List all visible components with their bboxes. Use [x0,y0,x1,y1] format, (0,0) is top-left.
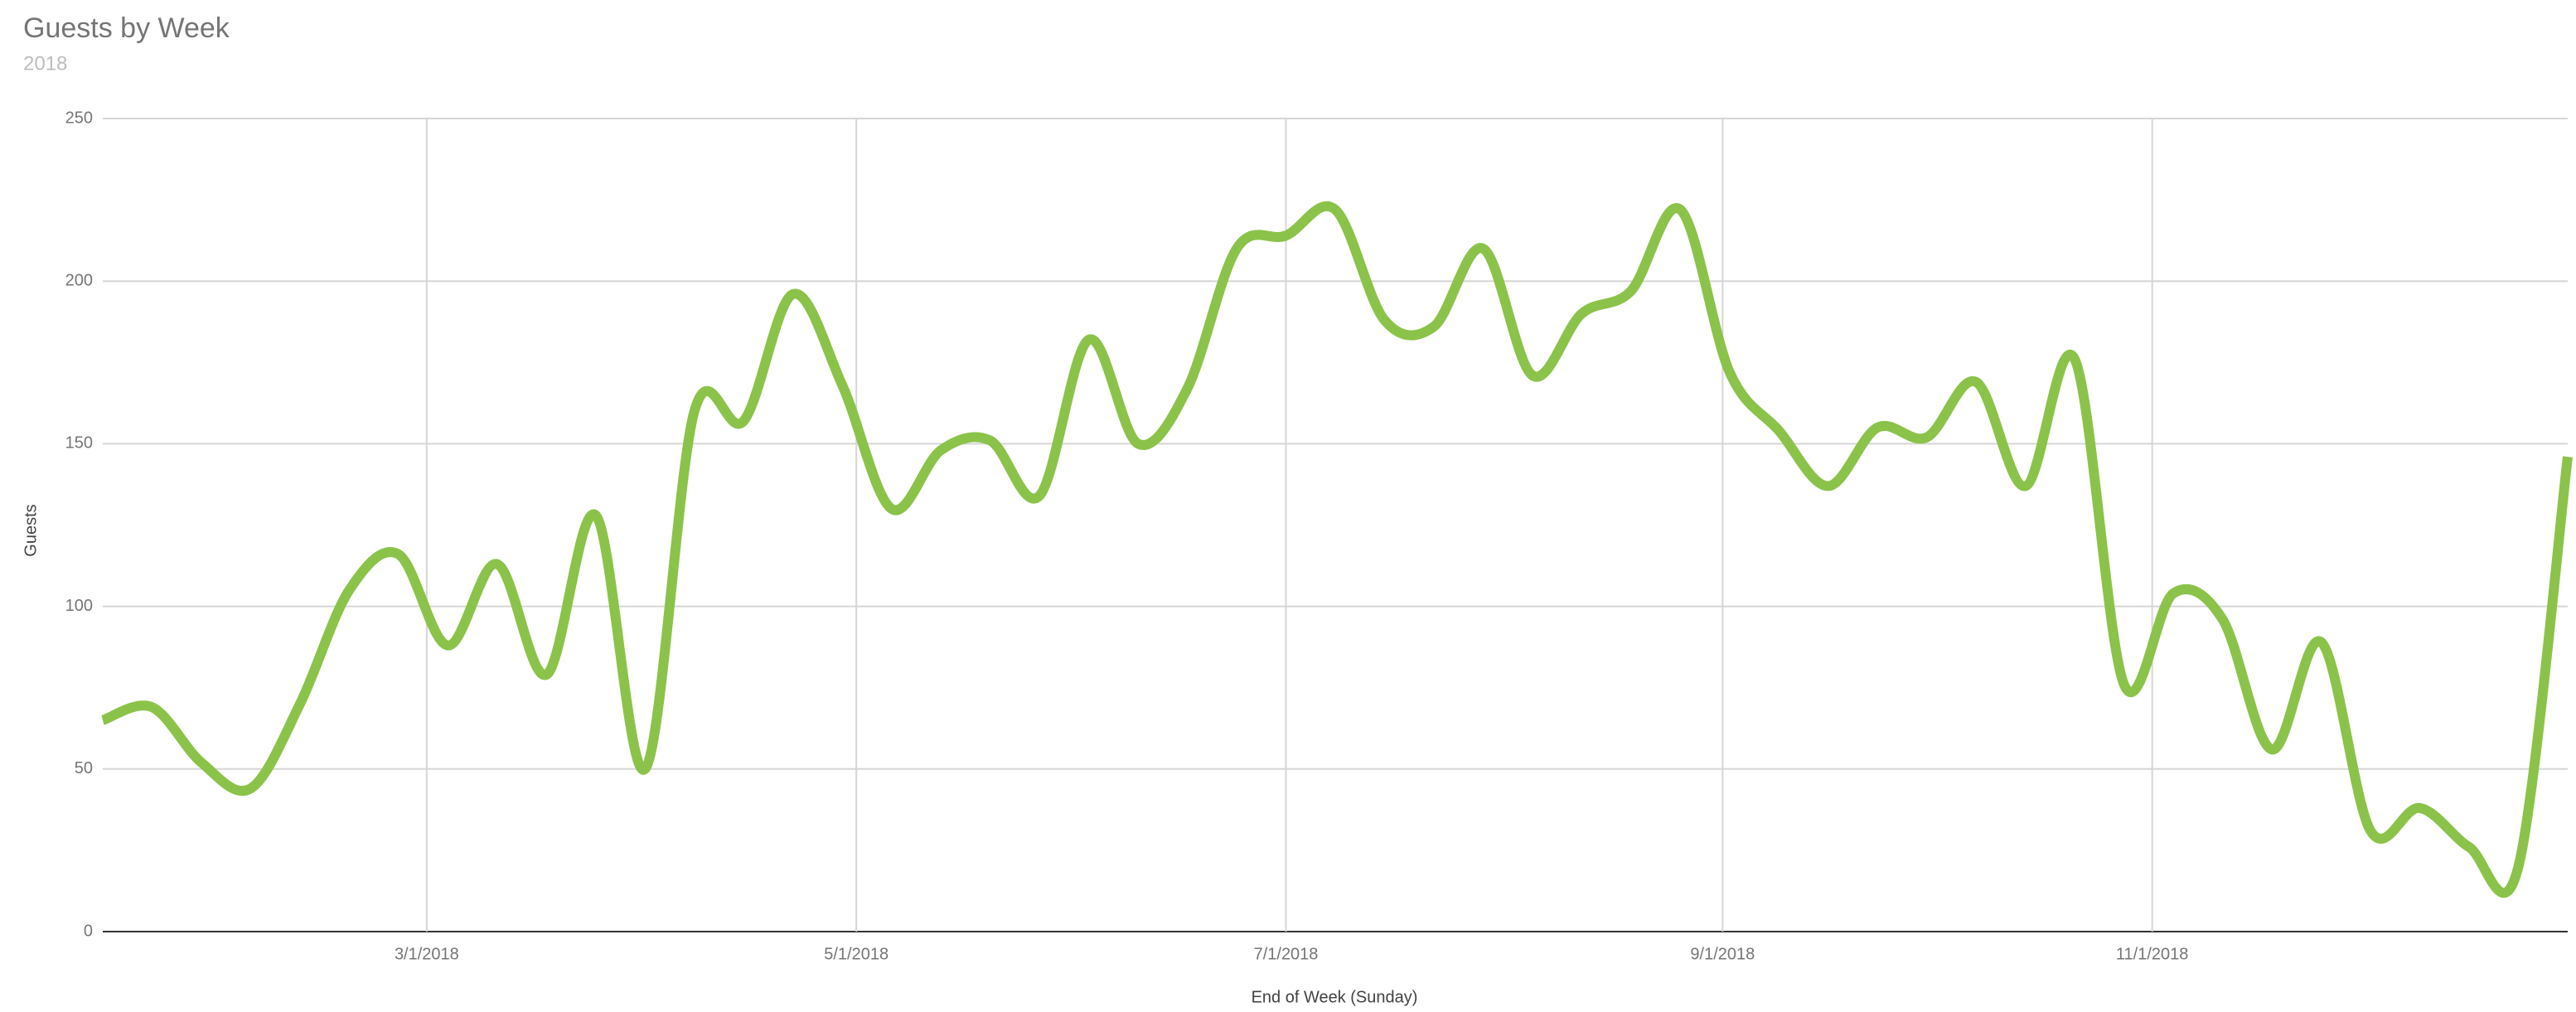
y-tick-label: 50 [75,759,93,777]
x-tick-label: 5/1/2018 [824,945,889,963]
y-tick-label: 100 [65,597,93,615]
x-tick-label: 3/1/2018 [395,945,459,963]
x-tick-label: 7/1/2018 [1254,945,1319,963]
x-tick-label: 9/1/2018 [1690,945,1755,963]
y-axis-title: Guests [22,504,40,556]
chart-subtitle: 2018 [23,52,67,75]
y-tick-label: 200 [65,271,93,289]
x-tick-label: 11/1/2018 [2116,945,2189,963]
y-tick-label: 0 [84,922,93,940]
data-line [100,201,2573,898]
chart-title: Guests by Week [23,12,230,44]
y-tick-label: 150 [65,434,93,453]
y-tick-label: 250 [65,109,93,127]
x-axis-title: End of Week (Sunday) [1252,988,1418,1006]
